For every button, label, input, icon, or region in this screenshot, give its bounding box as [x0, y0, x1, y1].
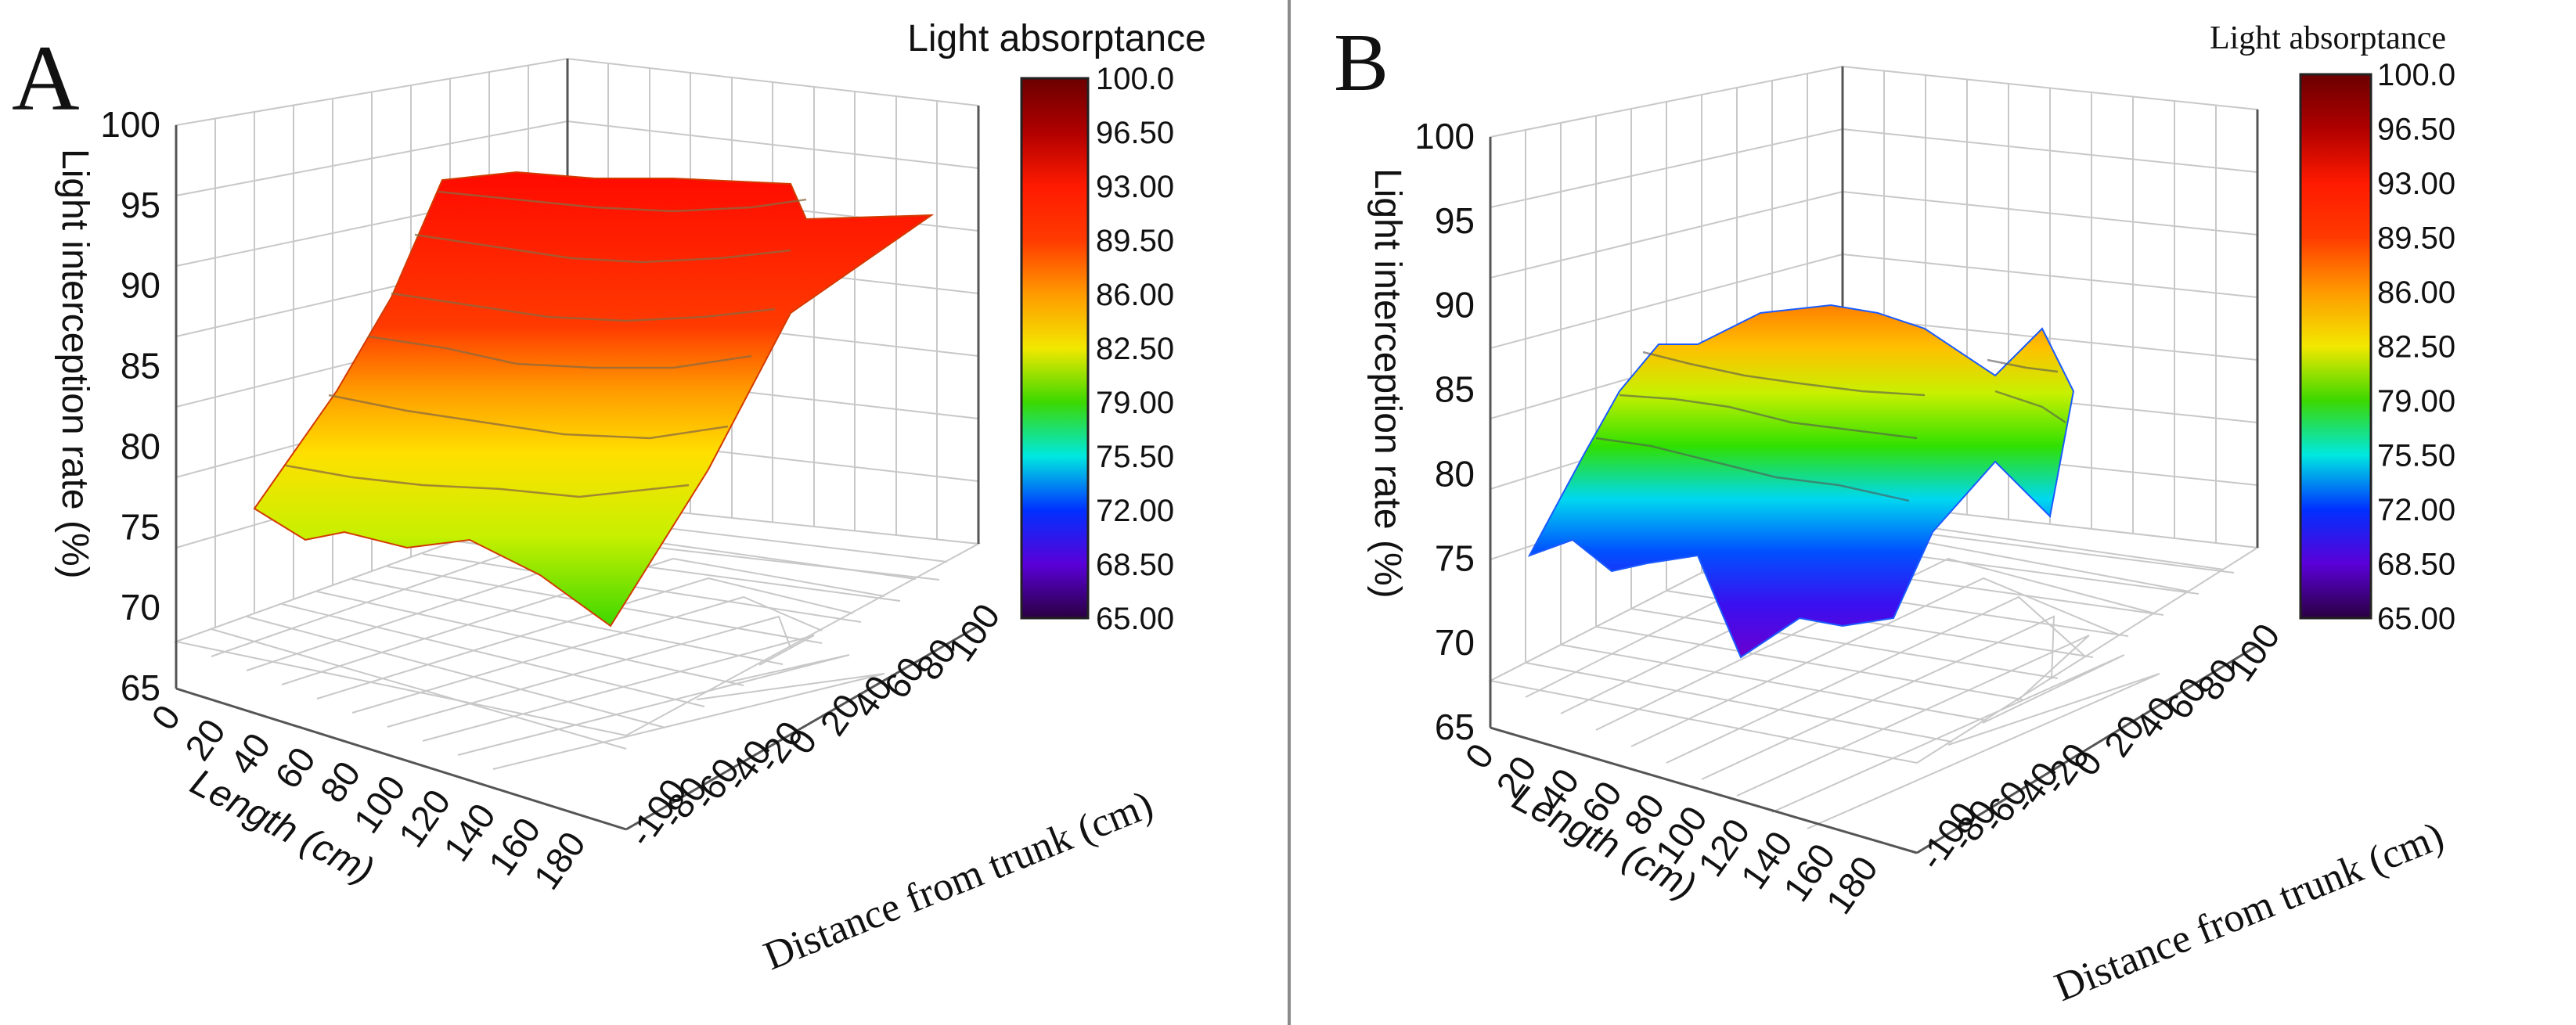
- colorbar-title-b: Light absorptance: [2210, 20, 2446, 56]
- z-tick-b: 70: [1435, 622, 1475, 663]
- panel-a: Light absorptance 100.0 96.50 93.00 89.50 86…: [12, 18, 1206, 979]
- chart-b-svg: Light absorptance 100.0 96.50 93.00 89.50 86…: [1334, 16, 2455, 1010]
- z-axis-label-b: Light interception rate (%): [1367, 168, 1408, 599]
- colorbar-tick-a: 72.00: [1096, 494, 1174, 528]
- z-tick-b: 100: [1414, 116, 1475, 156]
- distance-axis-label-b: Distance from trunk (cm): [2048, 814, 2450, 1010]
- z-tick-a: 85: [121, 346, 160, 387]
- colorbar-tick-b: 72.00: [2377, 493, 2455, 527]
- colorbar-tick-a: 96.50: [1096, 116, 1174, 150]
- z-axis-ticks-a: 65 70 75 80 85 90 95 100: [100, 104, 160, 708]
- colorbar-tick-a: 100.0: [1096, 62, 1174, 96]
- colorbar-tick-b: 93.00: [2377, 167, 2455, 201]
- z-tick-b: 90: [1435, 285, 1475, 325]
- colorbar-tick-b: 68.50: [2377, 548, 2455, 582]
- z-tick-a: 70: [121, 587, 160, 628]
- length-tick-b: 0: [1457, 736, 1501, 776]
- z-axis-label-a: Light interception rate (%): [54, 149, 95, 579]
- z-tick-b: 95: [1435, 200, 1475, 241]
- colorbar-tick-a: 65.00: [1096, 602, 1174, 636]
- colorbar-tick-b: 75.50: [2377, 439, 2455, 473]
- z-tick-b: 85: [1435, 369, 1475, 410]
- z-tick-a: 75: [121, 506, 160, 547]
- colorbar-tick-b: 65.00: [2377, 602, 2455, 636]
- colorbar-tick-a: 82.50: [1096, 332, 1174, 366]
- panel-label-a: A: [12, 26, 80, 130]
- z-tick-b: 80: [1435, 453, 1475, 494]
- colorbar-tick-b: 79.00: [2377, 384, 2455, 419]
- surface-a: [253, 171, 935, 628]
- colorbar-tick-a: 86.00: [1096, 278, 1174, 312]
- colorbar-tick-a: 68.50: [1096, 548, 1174, 582]
- colorbar-tick-b: 86.00: [2377, 275, 2455, 310]
- panel-label-b: B: [1334, 16, 1389, 108]
- colorbar-tick-a: 89.50: [1096, 224, 1174, 258]
- colorbar-tick-a: 93.00: [1096, 170, 1174, 204]
- colorbar-tick-b: 96.50: [2377, 113, 2455, 147]
- colorbar-tick-b: 100.0: [2377, 58, 2455, 92]
- distance-axis-label-a: Distance from trunk (cm): [758, 782, 1159, 979]
- z-tick-b: 65: [1435, 707, 1475, 747]
- z-axis-ticks-b: 65 70 75 80 85 90 95 100: [1414, 116, 1475, 747]
- length-tick-a: 0: [143, 697, 188, 737]
- chart-a-svg: Light absorptance 100.0 96.50 93.00 89.50 86…: [12, 18, 1206, 979]
- z-tick-a: 100: [100, 104, 160, 145]
- colorbar-tick-a: 75.50: [1096, 440, 1174, 474]
- colorbar-b: Light absorptance 100.0 96.50 93.00 89.50 86…: [2210, 20, 2455, 636]
- colorbar-tick-b: 82.50: [2377, 330, 2455, 365]
- z-tick-a: 90: [121, 265, 160, 306]
- colorbar-tick-a: 79.00: [1096, 386, 1174, 420]
- z-tick-a: 95: [121, 185, 160, 225]
- z-tick-b: 75: [1435, 538, 1475, 578]
- z-tick-a: 80: [121, 426, 160, 466]
- colorbar-tick-b: 89.50: [2377, 221, 2455, 256]
- colorbar-a: Light absorptance 100.0 96.50 93.00 89.50 86…: [907, 18, 1206, 636]
- colorbar-title-a: Light absorptance: [907, 18, 1206, 59]
- z-tick-a: 65: [121, 667, 160, 708]
- surface-b: [1527, 304, 2075, 659]
- panel-b: Light absorptance 100.0 96.50 93.00 89.50 86…: [1288, 0, 2576, 1025]
